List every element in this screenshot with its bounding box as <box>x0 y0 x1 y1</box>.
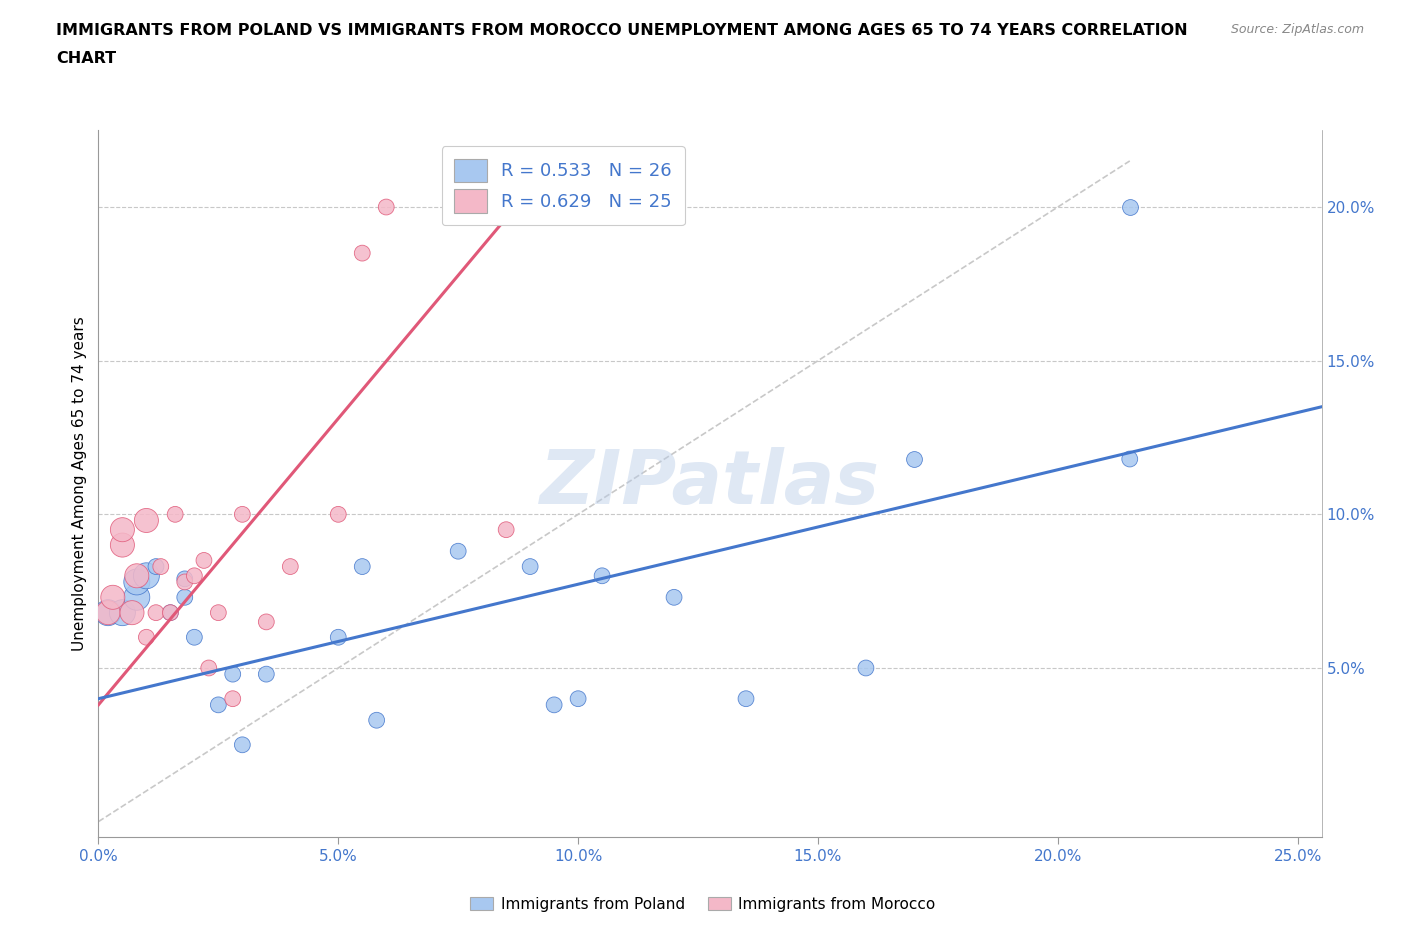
Point <box>278 559 301 574</box>
Point <box>173 590 195 604</box>
Point <box>352 246 374 260</box>
Point <box>254 615 277 630</box>
Point <box>111 523 134 538</box>
Point <box>495 523 517 538</box>
Point <box>159 605 181 620</box>
Legend: R = 0.533   N = 26, R = 0.629   N = 25: R = 0.533 N = 26, R = 0.629 N = 25 <box>441 146 685 225</box>
Y-axis label: Unemployment Among Ages 65 to 74 years: Unemployment Among Ages 65 to 74 years <box>72 316 87 651</box>
Point <box>207 698 229 712</box>
Point <box>375 200 398 215</box>
Point <box>183 568 205 583</box>
Point <box>165 507 187 522</box>
Point <box>149 559 172 574</box>
Point <box>135 568 157 583</box>
Point <box>222 691 245 706</box>
Text: ZIPatlas: ZIPatlas <box>540 447 880 520</box>
Point <box>1119 452 1142 467</box>
Point <box>328 630 350 644</box>
Point <box>903 452 925 467</box>
Text: Source: ZipAtlas.com: Source: ZipAtlas.com <box>1230 23 1364 36</box>
Point <box>193 553 215 568</box>
Point <box>125 568 148 583</box>
Point <box>735 691 758 706</box>
Point <box>1119 200 1142 215</box>
Point <box>352 559 374 574</box>
Point <box>222 667 245 682</box>
Point <box>145 559 167 574</box>
Point <box>111 605 134 620</box>
Point <box>328 507 350 522</box>
Point <box>231 507 253 522</box>
Point <box>121 605 143 620</box>
Point <box>366 712 388 727</box>
Text: CHART: CHART <box>56 51 117 66</box>
Point <box>197 660 219 675</box>
Point <box>183 630 205 644</box>
Point <box>97 605 120 620</box>
Point <box>254 667 277 682</box>
Point <box>135 513 157 528</box>
Point <box>519 559 541 574</box>
Point <box>111 538 134 552</box>
Point <box>97 605 120 620</box>
Point <box>567 691 589 706</box>
Point <box>125 590 148 604</box>
Point <box>447 544 470 559</box>
Point <box>173 571 195 586</box>
Point <box>159 605 181 620</box>
Point <box>543 698 565 712</box>
Point <box>145 605 167 620</box>
Point <box>125 575 148 590</box>
Point <box>231 737 253 752</box>
Point <box>662 590 685 604</box>
Legend: Immigrants from Poland, Immigrants from Morocco: Immigrants from Poland, Immigrants from … <box>464 890 942 918</box>
Point <box>855 660 877 675</box>
Point <box>591 568 613 583</box>
Point <box>173 575 195 590</box>
Text: IMMIGRANTS FROM POLAND VS IMMIGRANTS FROM MOROCCO UNEMPLOYMENT AMONG AGES 65 TO : IMMIGRANTS FROM POLAND VS IMMIGRANTS FRO… <box>56 23 1188 38</box>
Point <box>135 630 157 644</box>
Point <box>207 605 229 620</box>
Point <box>101 590 124 604</box>
